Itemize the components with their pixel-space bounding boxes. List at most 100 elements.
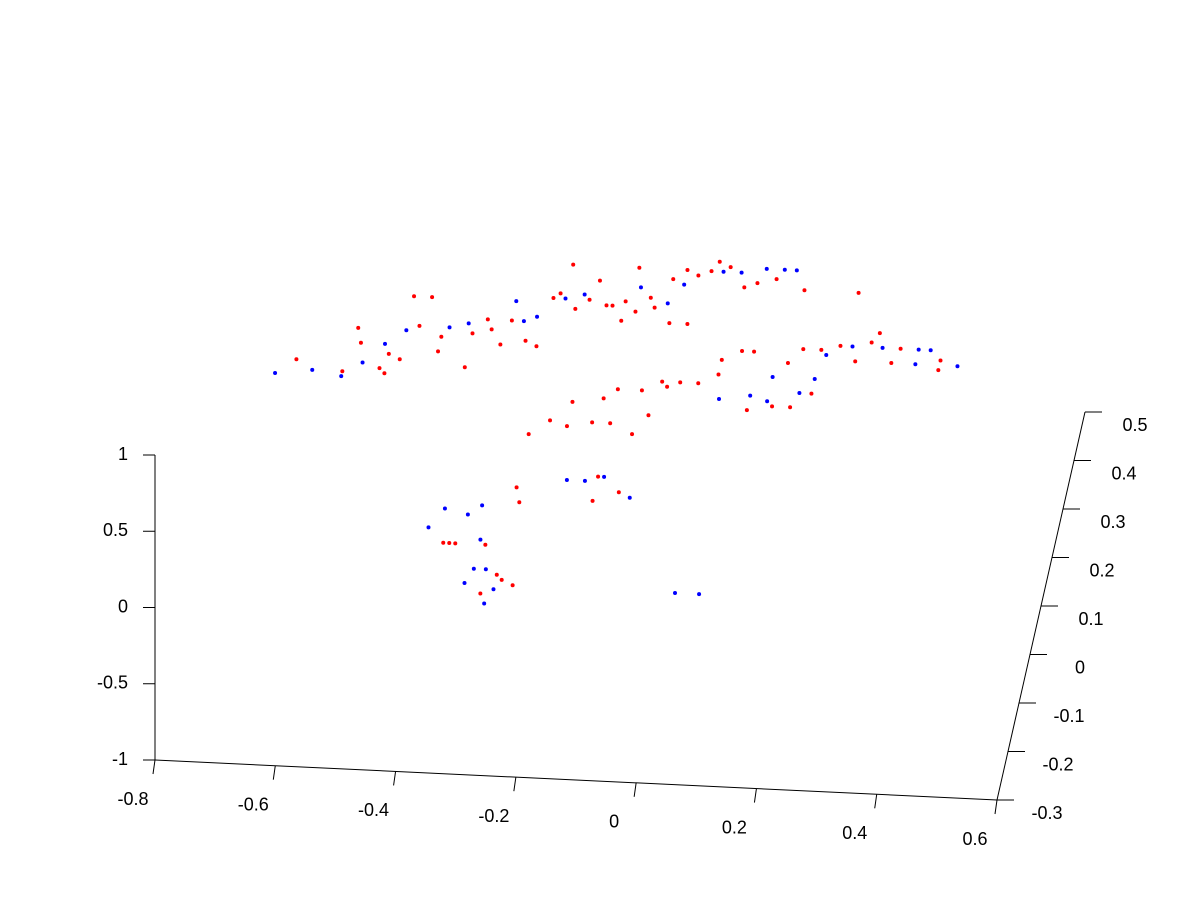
data-point — [717, 259, 722, 264]
data-point — [770, 404, 775, 409]
data-point — [671, 277, 676, 282]
data-point — [678, 380, 683, 385]
x-tick-label: -0.6 — [238, 794, 269, 814]
data-point — [360, 360, 365, 365]
x-tick-label: 0.2 — [722, 817, 747, 837]
z-tick-label: -0.5 — [97, 673, 128, 693]
data-point — [638, 285, 643, 290]
data-point — [913, 362, 918, 367]
x-axis — [154, 759, 998, 801]
z-tick-label: 0 — [118, 596, 128, 616]
z-tick-label: -1 — [112, 749, 128, 769]
data-point — [523, 338, 528, 343]
data-point — [582, 478, 587, 483]
data-point — [573, 306, 578, 311]
data-point — [802, 288, 807, 293]
data-point — [742, 285, 747, 290]
data-point — [716, 372, 721, 377]
data-point — [491, 587, 496, 592]
x-tick-label: 0 — [609, 812, 619, 832]
data-point — [709, 269, 714, 274]
data-point — [564, 478, 569, 482]
data-point — [856, 290, 861, 295]
data-point — [439, 334, 444, 339]
x-tick — [152, 759, 156, 775]
data-point — [548, 418, 553, 423]
x-tick — [393, 771, 397, 786]
data-point — [294, 357, 299, 362]
data-point — [596, 474, 601, 479]
data-point — [571, 262, 576, 267]
y-tick-label: 0.5 — [1122, 415, 1147, 435]
data-point — [514, 485, 519, 490]
data-point — [482, 601, 487, 606]
data-point — [728, 265, 733, 270]
data-point — [590, 420, 595, 425]
data-point — [752, 349, 757, 354]
data-point — [898, 346, 903, 351]
z-tick-label: 1 — [118, 444, 128, 464]
data-point — [936, 368, 941, 373]
x-tick-label: 0.4 — [842, 823, 867, 843]
data-point — [869, 340, 874, 345]
data-point — [466, 321, 471, 326]
data-point — [340, 369, 345, 374]
data-point — [551, 295, 556, 300]
data-point — [877, 331, 882, 336]
data-point — [570, 399, 575, 404]
data-point — [447, 325, 452, 330]
data-point — [514, 299, 519, 304]
data-point — [535, 314, 540, 319]
data-point — [358, 340, 363, 345]
data-point — [526, 432, 531, 437]
data-point — [383, 341, 387, 346]
data-point — [590, 498, 595, 503]
data-point — [610, 303, 615, 308]
data-point — [412, 294, 417, 299]
data-point — [794, 268, 799, 273]
data-point — [453, 541, 458, 546]
data-point — [648, 295, 653, 300]
data-point — [558, 291, 563, 296]
data-point — [521, 319, 526, 324]
data-point — [604, 303, 609, 308]
data-point — [665, 384, 670, 389]
x-tick — [633, 782, 637, 797]
data-point — [637, 265, 642, 270]
data-point — [426, 525, 431, 530]
data-point — [797, 391, 802, 395]
data-point — [471, 566, 476, 571]
data-point — [498, 342, 503, 347]
data-point — [744, 408, 749, 413]
data-point — [719, 357, 724, 362]
data-point — [447, 541, 452, 546]
data-point — [916, 347, 921, 352]
data-point — [774, 277, 779, 282]
y-tick-label: 0.1 — [1078, 609, 1103, 629]
data-point — [696, 273, 701, 278]
data-point — [660, 379, 665, 384]
data-point — [587, 297, 592, 302]
data-point — [812, 377, 817, 382]
data-point — [478, 591, 483, 596]
data-point — [483, 567, 488, 572]
data-point — [510, 583, 515, 588]
data-point — [615, 387, 620, 392]
data-point — [470, 331, 475, 336]
data-point — [685, 268, 690, 273]
data-point — [880, 345, 885, 350]
data-point — [509, 318, 514, 323]
data-point — [682, 282, 687, 287]
data-point — [801, 347, 806, 352]
data-point — [441, 540, 446, 545]
data-point — [819, 347, 824, 352]
y-tick-label: 0 — [1075, 657, 1085, 677]
data-point — [667, 321, 672, 326]
data-point — [740, 349, 745, 354]
data-point — [273, 370, 278, 375]
data-point — [494, 572, 499, 577]
data-point — [652, 305, 657, 310]
data-point — [582, 292, 587, 297]
data-point — [397, 357, 402, 362]
data-point — [697, 592, 702, 597]
